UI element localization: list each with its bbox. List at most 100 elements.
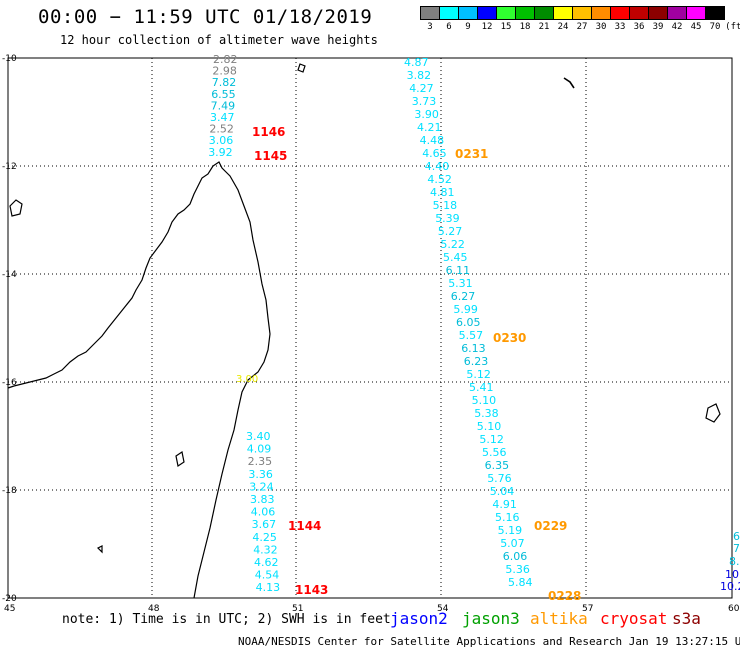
wave-height-label: 5.22 [440,238,465,251]
lat-label: -12 [2,162,17,172]
wave-height-label: 4.54 [255,569,279,582]
wave-height-label: 3.83 [250,493,275,506]
wave-height-label: 5.10 [472,394,497,407]
wave-height-label: 7.49 [211,99,236,112]
wave-height-label: 6.05 [456,316,481,329]
wave-height-label: 6.35 [485,459,510,472]
wave-height-label: 4.13 [256,581,281,594]
wave-height-label: 4.62 [254,556,279,569]
wave-height-label: 5.04 [490,485,515,498]
colorbar-label: 6 [446,22,452,32]
wave-height-label: 5.18 [433,199,458,212]
island-east-small [563,77,575,89]
time-label: 1145 [254,149,287,163]
altimeter-tracks: 2.822.987.826.557.493.472.523.063.92 3.00… [208,53,740,603]
wave-height-label: 5.56 [482,446,507,459]
wave-height-label: 3.36 [248,468,273,481]
map-subtitle: 12 hour collection of altimeter wave hei… [60,33,378,47]
colorbar-label: 24 [557,22,569,32]
wave-height-label: 5.76 [487,472,512,485]
wave-height-label: 4.91 [492,498,517,511]
satellite-legend-entry: altika [530,609,588,628]
island-south-west [96,451,185,554]
wave-height-label: 5.45 [443,251,468,264]
wave-height-label: 4.27 [409,82,434,95]
wave-height-label: 3.92 [208,146,233,159]
wave-height-label: 5.07 [500,537,525,550]
wave-height-label: 2.82 [213,53,238,66]
colorbar-label: 9 [465,22,471,32]
wave-height-label: 5.41 [469,381,494,394]
colorbar-label: 30 [595,22,607,32]
lat-label: -16 [2,378,17,388]
wave-height-label: 4.32 [253,543,278,556]
colorbar-label: 45 [690,22,702,32]
satellite-legend-entry: jason2 [390,609,448,628]
wave-height-label: 4.06 [251,506,275,519]
wave-height-label: 5.10 [477,420,502,433]
wave-height-label: 4.09 [247,443,271,456]
wave-height-label: 7 [733,542,740,555]
wave-height-label: 5.57 [459,329,484,342]
time-label: 1144 [288,519,321,533]
island-southeast [705,403,721,423]
madagascar-coastline [7,161,271,599]
time-label: 0230 [493,331,526,345]
colorbar-label: 27 [576,22,588,32]
wave-height-label: 6.06 [503,550,528,563]
wave-height-label: 3.90 [414,108,439,121]
wave-height-label: 3.00 [236,374,258,385]
wave-height-label: 10. [725,568,740,581]
map-title: 00:00 − 11:59 UTC 01/18/2019 [38,6,373,28]
wave-height-label: 2.35 [248,455,273,468]
wave-height-label: 6 [733,530,740,543]
lat-lon-grid [8,58,732,598]
wave-height-label: 3.82 [407,69,432,82]
colorbar-label: 39 [652,22,664,32]
time-label: 1146 [252,125,285,139]
wave-height-label: 4.52 [427,173,452,186]
wave-height-label: 3.67 [252,518,277,531]
wave-height-label: 4.40 [425,160,450,173]
wave-height-label: 5.31 [448,277,473,290]
wave-height-label: 3.73 [412,95,437,108]
wave-height-label: 5.99 [453,303,478,316]
colorbar-unit: (ft) [725,22,740,32]
lon-label: 48 [148,604,160,614]
wave-height-label: 2.98 [212,65,237,78]
map-frame [7,57,733,599]
island-northeast [297,63,306,73]
satellite-legend-entry: jason3 [462,609,520,628]
colorbar-label: 36 [633,22,645,32]
wave-height-label: 3.24 [249,480,274,493]
wave-height-label: 5.36 [505,563,530,576]
wave-height-label: 5.16 [495,511,520,524]
lat-label: -20 [2,594,17,604]
wave-height-label: 3.47 [210,111,235,124]
lat-label: -18 [2,486,17,496]
wave-height-label: 6.11 [446,264,471,277]
wave-height-label: 6.23 [464,355,489,368]
wave-height-label: 5.84 [508,576,533,589]
lon-label: 51 [292,604,303,614]
footer-note: note: 1) Time is in UTC; 2) SWH is in fe… [62,612,391,627]
wave-height-label: 2.52 [209,123,234,136]
wave-height-label: 5.38 [474,407,499,420]
time-label: 0228 [548,589,581,603]
lon-label: 54 [437,604,449,614]
satellite-legend-entry: cryosat [600,609,668,628]
island-north [9,199,23,217]
colorbar-swatch [705,6,725,20]
wave-height-label: 10.2 [720,580,740,593]
wave-height-label: 8. [729,555,740,568]
wave-height-label: 3.06 [209,134,234,147]
time-label: 0231 [455,147,488,161]
lon-label: 57 [582,604,593,614]
colorbar-label: 12 [481,22,493,32]
wave-height-label: 4.25 [252,531,277,544]
wave-height-label: 5.12 [466,368,491,381]
time-label: 0229 [534,519,567,533]
